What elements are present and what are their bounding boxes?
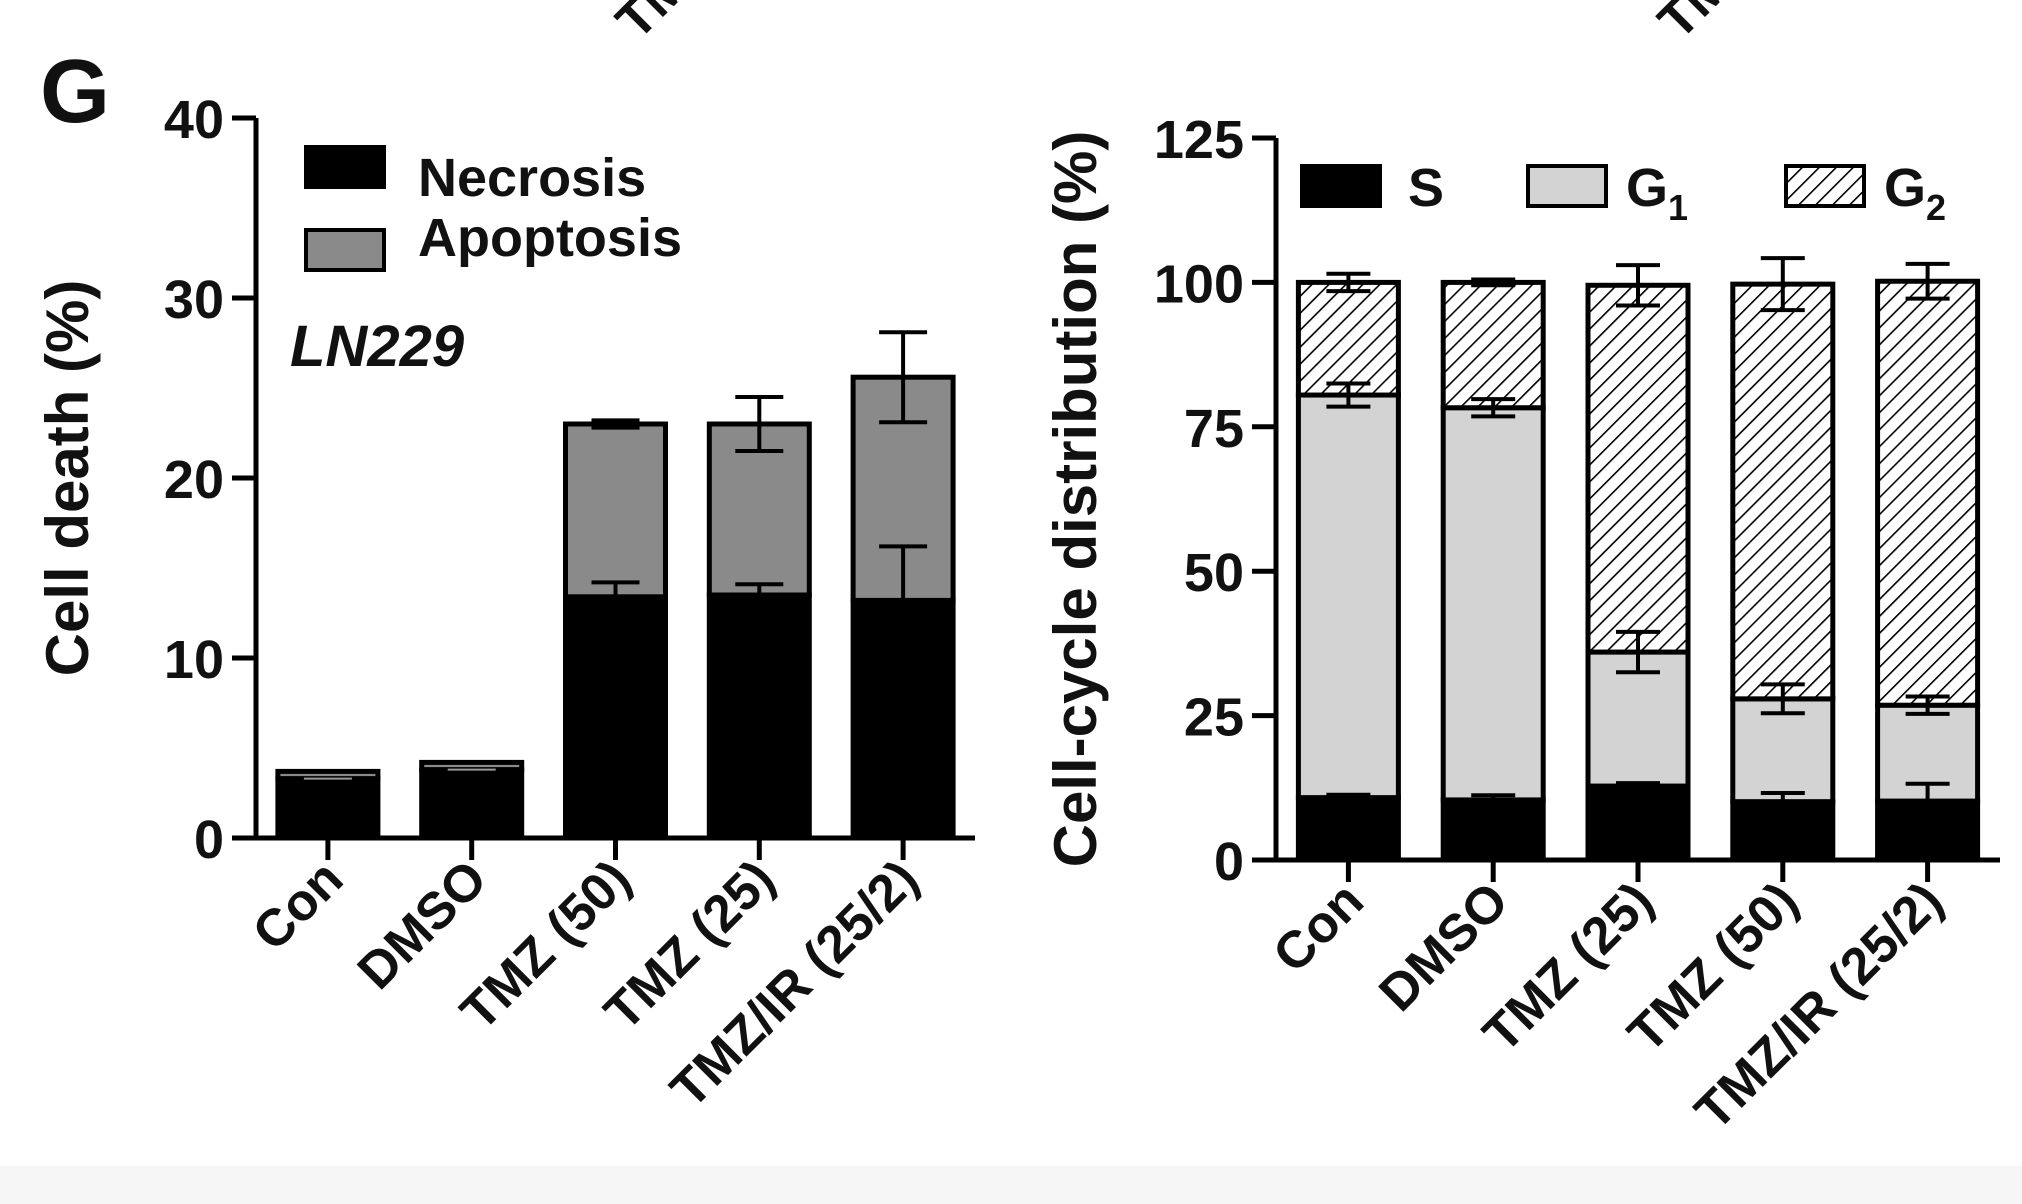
bar-necrosis-tmz-25 [706, 592, 812, 841]
y-tick-label-right: 125 [1154, 110, 1244, 170]
panel-label: G [40, 42, 110, 142]
bar-g2-dmso [1440, 279, 1546, 411]
x-tick-label-right-con: Con [1262, 871, 1374, 983]
bar-s-dmso [1440, 797, 1546, 863]
top-fragment-right: TM [1647, 0, 1741, 50]
y-tick-label-left: 20 [164, 450, 224, 510]
y-tick-label-right: 25 [1184, 688, 1244, 748]
top-fragment-left: TM [605, 0, 699, 50]
x-tick-label-right-tmz-ir-25-2: TMZ/IR (25/2) [1684, 871, 1954, 1141]
bottom-band [0, 1166, 2022, 1204]
legend-label-s: S [1408, 158, 1444, 218]
chart-annotation-ln229: LN229 [290, 314, 464, 379]
y-tick-label-right: 100 [1154, 254, 1244, 314]
legend-right: S G1 G2 [1300, 158, 1946, 228]
y-tick-label-left: 40 [164, 90, 224, 150]
legend-swatch-apoptosis [304, 228, 386, 272]
y-axis-label-right: Cell-cycle distribution (%) [1042, 131, 1109, 868]
bar-g1-dmso [1440, 405, 1546, 803]
bar-g2-tmz-ir-25-2 [1875, 278, 1981, 708]
bar-necrosis-con [275, 776, 381, 841]
y-tick-label-left: 10 [164, 630, 224, 690]
bar-s-con [1295, 795, 1401, 863]
legend-swatch-g2 [1784, 164, 1866, 208]
legend-swatch-g1 [1526, 164, 1608, 208]
bar-apoptosis-dmso [419, 759, 525, 773]
bar-g1-con [1295, 392, 1401, 801]
y-tick-label-left: 0 [194, 810, 224, 870]
y-tick-label-right: 50 [1184, 543, 1244, 603]
y-axis-label-left: Cell death (%) [34, 280, 101, 677]
bar-g2-tmz-50 [1730, 281, 1836, 702]
y-tick-label-right: 75 [1184, 399, 1244, 459]
y-tick-label-right: 0 [1214, 832, 1244, 892]
x-tick-label-left-tmz-ir-25-2: TMZ/IR (25/2) [660, 849, 930, 1119]
legend-swatch-s [1300, 164, 1382, 208]
legend-label-g1: G1 [1626, 158, 1688, 228]
legend-label-g2: G2 [1884, 158, 1946, 228]
bar-g2-con [1295, 279, 1401, 398]
y-tick-label-left: 30 [164, 270, 224, 330]
legend-label-apoptosis: Apoptosis [418, 208, 682, 268]
bar-necrosis-tmz-50 [563, 594, 668, 841]
legend-swatch-necrosis [304, 145, 386, 189]
legend-label-necrosis: Necrosis [418, 148, 646, 208]
legend-subscript-g1: 1 [1668, 187, 1688, 228]
bar-g2-tmz-25 [1585, 282, 1691, 655]
legend-subscript-g2: 2 [1926, 187, 1946, 228]
bar-necrosis-dmso [419, 767, 525, 841]
cell-cycle-chart: Cell-cycle distribution (%) 0 25 50 75 100 125… [1042, 110, 2000, 1141]
x-tick-label-left-con: Con [242, 849, 354, 961]
bar-s-tmz-ir-25-2 [1875, 798, 1981, 863]
bar-apoptosis-tmz-50 [563, 421, 668, 600]
bar-apoptosis-con [275, 768, 381, 782]
bar-s-tmz-25 [1585, 783, 1691, 863]
